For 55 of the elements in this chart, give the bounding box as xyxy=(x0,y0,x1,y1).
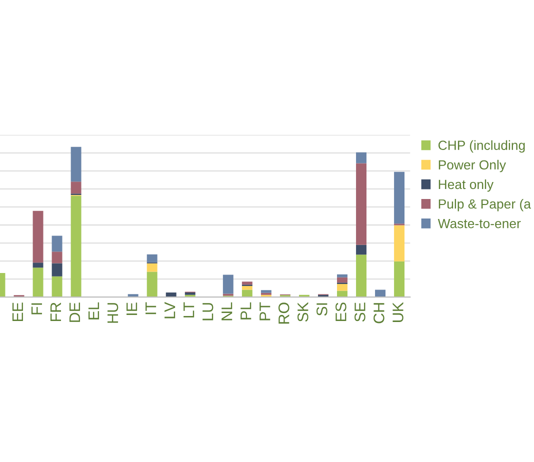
x-tick-label: CH xyxy=(374,303,384,324)
x-tick-label: LU xyxy=(202,303,214,320)
legend-label: Power Only xyxy=(438,160,506,172)
x-tick-label: LV xyxy=(164,302,176,318)
bar xyxy=(146,272,158,298)
bar xyxy=(222,274,234,294)
x-tick-label: IT xyxy=(146,302,156,314)
x-tick-label: ES xyxy=(336,302,346,322)
bar xyxy=(146,254,158,262)
x-tick-label: RO xyxy=(278,302,290,324)
x-tick-label: UK xyxy=(392,302,404,322)
x-tick-label: FR xyxy=(50,302,61,322)
bar xyxy=(52,236,62,252)
bar xyxy=(70,196,82,298)
bar xyxy=(356,152,366,164)
bar xyxy=(70,146,82,182)
bar xyxy=(242,290,252,298)
x-tick-label: DE xyxy=(69,302,80,322)
x-tick-label: EE xyxy=(12,302,23,322)
bar xyxy=(52,263,62,276)
x-tick-label: FI xyxy=(31,303,42,314)
bar xyxy=(356,254,366,298)
x-tick-label: PT xyxy=(260,302,270,320)
bar xyxy=(70,182,82,194)
x-tick-label: EL xyxy=(88,302,100,320)
bar xyxy=(337,284,348,291)
bar xyxy=(375,290,386,298)
bar xyxy=(242,286,252,290)
bar xyxy=(356,244,366,255)
bar xyxy=(52,276,62,298)
legend-label: Waste-to-ener xyxy=(438,219,521,228)
bar xyxy=(32,262,44,268)
bar xyxy=(146,263,158,272)
bar xyxy=(32,210,44,263)
bar xyxy=(394,225,405,262)
x-tick-label: IE xyxy=(126,302,138,315)
x-tick-label: PL xyxy=(240,302,252,320)
bar xyxy=(260,290,272,293)
bar xyxy=(394,172,405,224)
bar xyxy=(52,252,62,264)
bar xyxy=(32,268,44,298)
bar xyxy=(356,163,366,245)
x-tick-label: HU xyxy=(108,303,118,323)
legend-label: Pulp & Paper (a xyxy=(438,198,531,212)
bar xyxy=(337,274,348,278)
legend-label: Heat only xyxy=(438,179,494,192)
x-tick-label: SI xyxy=(316,303,328,316)
bar xyxy=(242,282,252,285)
x-tick-label: SK xyxy=(297,302,308,322)
x-tick-label: NL xyxy=(222,302,232,320)
x-tick-label: SE xyxy=(354,302,366,322)
bar xyxy=(337,277,348,283)
bar xyxy=(394,261,405,298)
legend-label: CHP (including xyxy=(438,140,525,153)
x-tick-label: LT xyxy=(184,302,194,318)
